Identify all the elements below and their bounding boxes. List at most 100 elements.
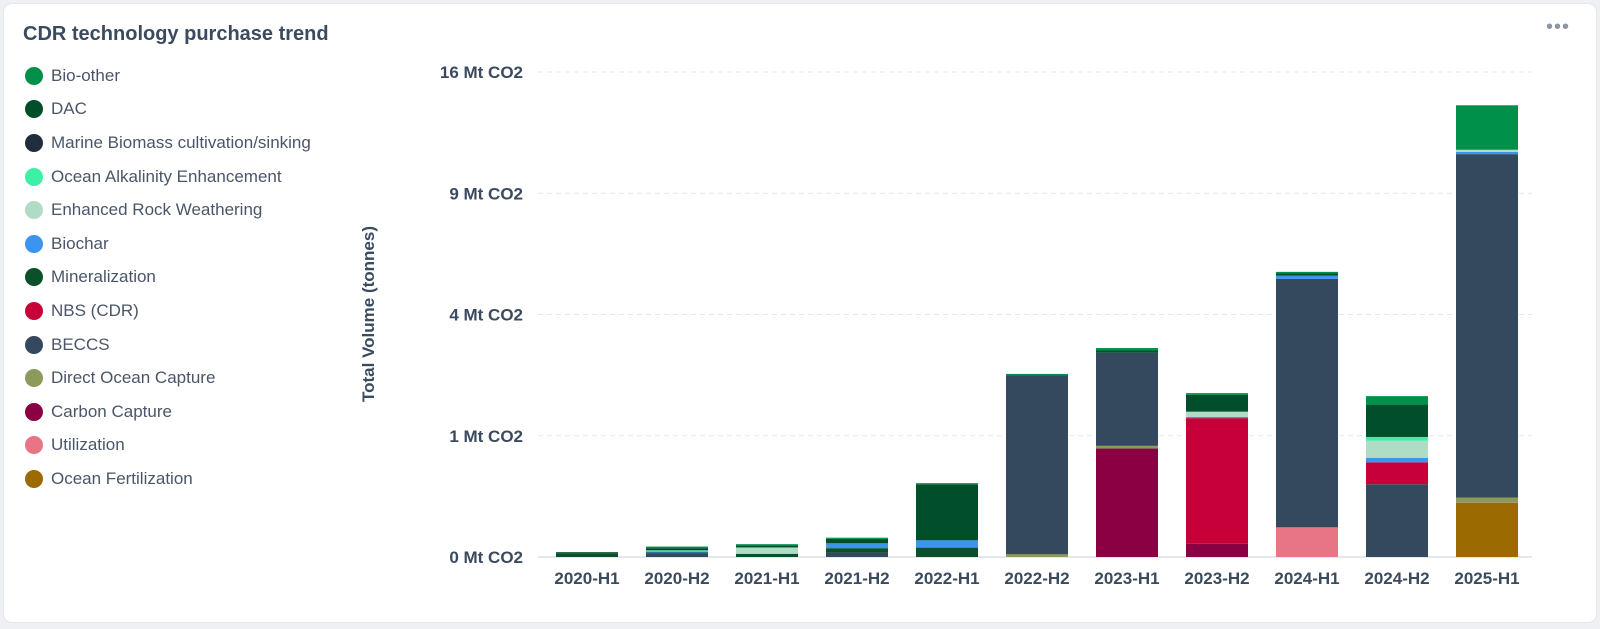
x-tick-label: 2024-H2 <box>1364 569 1429 588</box>
bar-segment <box>1366 484 1428 557</box>
bar-segment <box>826 538 888 544</box>
bar-segment <box>1096 348 1158 351</box>
bar-segment <box>1456 154 1518 498</box>
bar-segment <box>1186 411 1248 417</box>
legend-swatch-icon <box>25 234 43 253</box>
bar-segment <box>1366 404 1428 437</box>
bar-segment <box>1366 396 1428 405</box>
bar-segment <box>916 547 978 557</box>
legend-item[interactable]: Bio-other <box>25 59 311 93</box>
bar-segment <box>646 548 708 551</box>
bar-segment <box>826 548 888 553</box>
legend-label: NBS (CDR) <box>51 300 139 320</box>
legend-item[interactable]: Mineralization <box>25 261 311 295</box>
legend-item[interactable]: DAC <box>25 93 311 127</box>
bar-segment <box>1456 502 1518 557</box>
legend-swatch-icon <box>25 66 43 85</box>
legend-item[interactable]: Marine Biomass cultivation/sinking <box>25 126 311 160</box>
y-tick-label: 4 Mt CO2 <box>449 306 523 325</box>
legend-item[interactable]: Ocean Fertilization <box>25 462 311 496</box>
legend-swatch-icon <box>25 402 43 421</box>
y-tick-label: 9 Mt CO2 <box>449 184 523 203</box>
legend-item[interactable]: NBS (CDR) <box>25 294 311 328</box>
legend-swatch-icon <box>25 469 43 488</box>
legend-swatch-icon <box>25 100 43 119</box>
bar-segment <box>1276 271 1338 274</box>
bar-segment <box>1366 457 1428 463</box>
legend-item[interactable]: BECCS <box>25 328 311 362</box>
bar-segment <box>1006 373 1068 376</box>
bar-segment <box>1096 352 1158 446</box>
bar-segment <box>736 553 798 557</box>
bar-segment <box>1456 497 1518 503</box>
bar-segment <box>736 545 798 548</box>
bar-segment <box>646 546 708 548</box>
bar-segment <box>1276 278 1338 528</box>
legend-label: Bio-other <box>51 65 120 85</box>
legend-swatch-icon <box>25 201 43 220</box>
bar-segment <box>826 537 888 539</box>
bar-segment <box>1186 418 1248 544</box>
bar-segment <box>1186 393 1248 395</box>
legend-label: Direct Ocean Capture <box>51 368 216 388</box>
legend-item[interactable]: Enhanced Rock Weathering <box>25 193 311 227</box>
bar-segment <box>646 550 708 552</box>
x-tick-label: 2023-H2 <box>1184 569 1249 588</box>
legend-swatch-icon <box>25 167 43 186</box>
y-tick-label: 16 Mt CO2 <box>440 63 523 82</box>
legend-item[interactable]: Utilization <box>25 429 311 463</box>
x-tick-label: 2021-H2 <box>824 569 889 588</box>
bar-segment <box>736 544 798 546</box>
legend-swatch-icon <box>25 301 43 320</box>
legend-item[interactable]: Direct Ocean Capture <box>25 361 311 395</box>
bar-segment <box>826 543 888 549</box>
bar-segment <box>736 547 798 554</box>
legend-label: BECCS <box>51 334 110 354</box>
legend-label: Enhanced Rock Weathering <box>51 200 263 220</box>
bar-segment <box>1186 543 1248 557</box>
legend: Bio-other DAC Marine Biomass cultivation/s… <box>25 59 311 496</box>
bar-segment <box>1276 273 1338 276</box>
legend-swatch-icon <box>25 133 43 152</box>
stacked-bar-chart: 0 Mt CO2 1 Mt CO2 4 Mt CO2 9 Mt CO2 16 Mt CO… <box>359 63 1532 588</box>
legend-label: Marine Biomass cultivation/sinking <box>51 132 311 152</box>
legend-label: Mineralization <box>51 267 156 287</box>
legend-item[interactable]: Carbon Capture <box>25 395 311 429</box>
legend-swatch-icon <box>25 335 43 354</box>
legend-item[interactable]: Biochar <box>25 227 311 261</box>
bar-segment <box>1276 275 1338 279</box>
bar-segment <box>1276 527 1338 557</box>
bar-segment <box>646 553 708 557</box>
y-tick-label: 1 Mt CO2 <box>449 427 523 446</box>
bar-segment <box>1096 445 1158 449</box>
y-axis-label: Total Volume (tonnes) <box>359 226 378 402</box>
legend-label: Carbon Capture <box>51 401 172 421</box>
legend-label: DAC <box>51 99 87 119</box>
bar-segment <box>916 484 978 541</box>
legend-item[interactable]: Ocean Alkalinity Enhancement <box>25 160 311 194</box>
legend-swatch-icon <box>25 268 43 287</box>
bar-segment <box>1006 554 1068 557</box>
legend-label: Ocean Fertilization <box>51 468 193 488</box>
bar-segment <box>646 551 708 553</box>
bar-segment <box>1366 440 1428 458</box>
bar-segment <box>1456 105 1518 150</box>
x-tick-label: 2021-H1 <box>734 569 799 588</box>
y-tick-label: 0 Mt CO2 <box>449 548 523 567</box>
bar-segment <box>1456 149 1518 152</box>
x-tick-label: 2025-H1 <box>1454 569 1519 588</box>
x-tick-label: 2022-H2 <box>1004 569 1069 588</box>
bar-segment <box>646 552 708 554</box>
bar-segment <box>916 540 978 548</box>
chart-card: CDR technology purchase trend ••• Bio-ot… <box>4 4 1596 622</box>
bar-segment <box>1096 350 1158 353</box>
x-tick-label: 2020-H2 <box>644 569 709 588</box>
bar-segment <box>1186 394 1248 412</box>
bar-segment <box>1096 448 1158 557</box>
more-horizontal-icon[interactable]: ••• <box>1545 16 1570 38</box>
x-tick-label: 2024-H1 <box>1274 569 1339 588</box>
bar-segment <box>1366 436 1428 441</box>
legend-label: Ocean Alkalinity Enhancement <box>51 166 282 186</box>
bar-segment <box>556 552 618 554</box>
legend-swatch-icon <box>25 369 43 388</box>
